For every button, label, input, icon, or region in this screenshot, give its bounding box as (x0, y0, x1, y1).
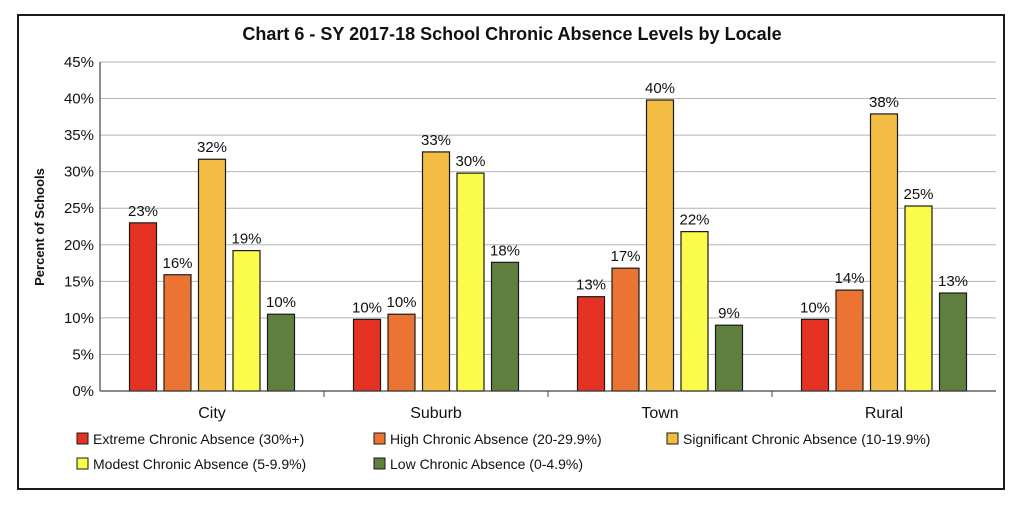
data-label: 23% (128, 203, 158, 220)
bar (421, 151, 451, 392)
y-tick-label: 15% (64, 273, 94, 290)
y-tick-label: 10% (64, 310, 94, 327)
y-tick-label: 5% (72, 346, 94, 363)
bar (576, 296, 606, 392)
x-category-label: Rural (865, 405, 903, 422)
legend-swatch (76, 457, 89, 470)
bar (938, 292, 968, 392)
bar (163, 274, 192, 392)
y-tick-label: 40% (64, 91, 94, 108)
y-tick-label: 30% (64, 164, 94, 181)
y-tick-label: 0% (72, 383, 94, 400)
y-tick-label: 25% (64, 200, 94, 217)
bar (266, 313, 296, 392)
legend-swatch (373, 457, 386, 470)
y-axis-label: Percent of Schools (32, 168, 47, 286)
bar (645, 99, 675, 392)
legend-label: Extreme Chronic Absence (30%+) (93, 431, 304, 447)
data-label: 33% (421, 132, 451, 149)
data-label: 13% (576, 277, 606, 294)
legend-label: High Chronic Absence (20-29.9%) (390, 431, 602, 447)
data-label: 13% (938, 273, 968, 290)
legend-label: Low Chronic Absence (0-4.9%) (390, 456, 583, 472)
bar (869, 113, 899, 392)
chart-frame (17, 14, 1005, 490)
bar (232, 250, 261, 392)
data-label: 14% (834, 270, 864, 287)
bar (611, 267, 640, 392)
legend-label: Modest Chronic Absence (5-9.9%) (93, 456, 306, 472)
data-label: 10% (800, 299, 830, 316)
y-tick-label: 45% (64, 54, 94, 71)
data-label: 10% (266, 294, 296, 311)
bar (456, 172, 485, 392)
bar (197, 158, 227, 392)
y-tick-label: 20% (64, 237, 94, 254)
bar (800, 318, 830, 392)
legend-swatch (373, 432, 386, 445)
data-label: 10% (352, 299, 382, 316)
data-label: 9% (718, 305, 740, 322)
data-label: 17% (610, 248, 640, 265)
x-category-label: Suburb (410, 405, 462, 422)
legend-swatch (666, 432, 679, 445)
data-label: 32% (197, 139, 227, 156)
bar (904, 205, 933, 392)
data-label: 38% (869, 94, 899, 111)
data-label: 16% (162, 255, 192, 272)
y-tick-label: 35% (64, 127, 94, 144)
bar (387, 313, 416, 392)
bar (714, 324, 744, 392)
data-label: 22% (679, 212, 709, 229)
data-label: 30% (455, 153, 485, 170)
bar (490, 261, 520, 392)
legend-swatch (76, 432, 89, 445)
bar (680, 231, 709, 392)
chart-title: Chart 6 - SY 2017-18 School Chronic Abse… (242, 24, 781, 44)
bar (835, 289, 864, 392)
data-label: 40% (645, 80, 675, 97)
x-category-label: City (198, 405, 226, 422)
x-category-label: Town (641, 405, 678, 422)
data-label: 19% (231, 231, 261, 248)
bar (352, 318, 382, 392)
data-label: 18% (490, 242, 520, 259)
bar (128, 222, 158, 392)
data-label: 25% (903, 186, 933, 203)
data-label: 10% (386, 294, 416, 311)
legend-label: Significant Chronic Absence (10-19.9%) (683, 431, 930, 447)
